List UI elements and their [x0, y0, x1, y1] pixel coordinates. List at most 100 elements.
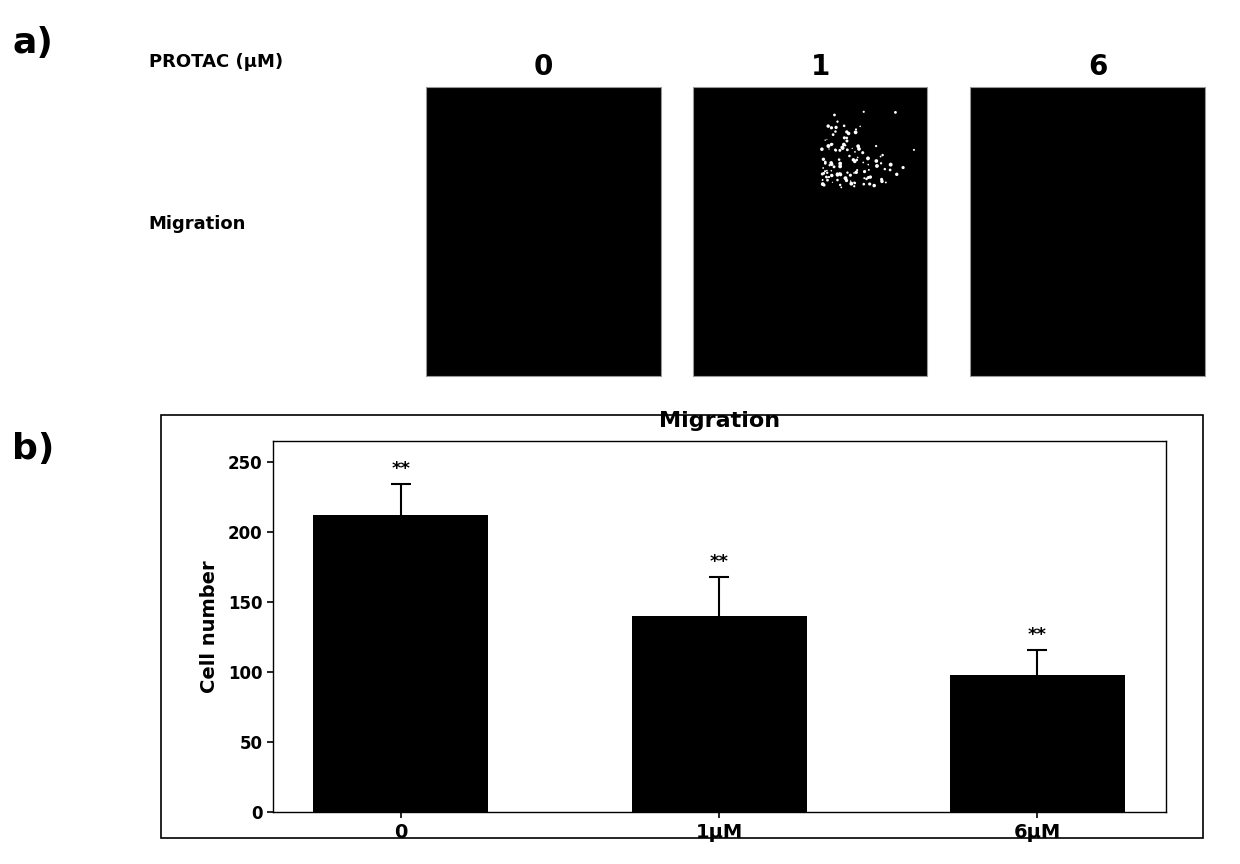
- Point: [816, 156, 836, 170]
- Point: [817, 163, 837, 177]
- Point: [857, 172, 877, 186]
- Text: a): a): [12, 26, 53, 60]
- Point: [826, 143, 846, 157]
- Bar: [314, 515, 489, 812]
- Point: [872, 175, 892, 188]
- Point: [838, 126, 858, 140]
- Point: [826, 124, 846, 138]
- Point: [880, 158, 900, 172]
- Text: 1: 1: [811, 53, 831, 80]
- Point: [831, 181, 851, 194]
- Point: [812, 167, 832, 181]
- Bar: [693, 86, 928, 376]
- Point: [837, 125, 857, 139]
- Point: [826, 143, 846, 157]
- Point: [831, 166, 851, 180]
- Point: [812, 143, 832, 156]
- Point: [833, 141, 853, 155]
- Point: [827, 167, 847, 181]
- Text: b): b): [12, 432, 55, 466]
- Point: [821, 164, 841, 178]
- Text: PROTAC (μM): PROTAC (μM): [149, 53, 283, 71]
- Point: [854, 165, 874, 179]
- Point: [872, 156, 892, 170]
- Point: [867, 139, 887, 153]
- Text: Migration: Migration: [149, 214, 247, 232]
- Point: [904, 143, 924, 156]
- Point: [854, 105, 874, 118]
- Point: [872, 173, 892, 187]
- Point: [853, 146, 873, 160]
- Point: [815, 164, 835, 178]
- Point: [880, 163, 900, 177]
- Point: [870, 149, 890, 163]
- Point: [836, 171, 856, 185]
- Point: [820, 170, 839, 184]
- Point: [820, 142, 839, 156]
- Bar: [970, 86, 1204, 376]
- Point: [831, 168, 851, 181]
- Point: [825, 108, 844, 122]
- Point: [816, 155, 836, 168]
- Point: [843, 153, 863, 167]
- Point: [859, 177, 879, 191]
- Point: [858, 151, 878, 165]
- Point: [864, 179, 884, 193]
- Point: [844, 180, 864, 194]
- Point: [858, 170, 878, 184]
- Point: [849, 142, 869, 156]
- Point: [854, 177, 874, 191]
- Point: [822, 121, 842, 135]
- Point: [893, 161, 913, 175]
- Point: [812, 173, 832, 187]
- Text: **: **: [392, 461, 410, 479]
- Point: [867, 154, 887, 168]
- Point: [827, 115, 847, 129]
- Point: [846, 125, 866, 139]
- Point: [816, 170, 836, 184]
- Point: [841, 168, 861, 182]
- Point: [837, 143, 857, 156]
- Point: [813, 177, 833, 191]
- Point: [835, 119, 854, 133]
- Bar: [427, 86, 661, 376]
- Point: [885, 105, 905, 119]
- Point: [813, 161, 833, 175]
- Point: [844, 176, 864, 190]
- Point: [839, 149, 859, 163]
- Point: [836, 138, 856, 152]
- Point: [817, 174, 837, 187]
- Point: [818, 119, 838, 133]
- Point: [820, 158, 839, 172]
- Text: 0: 0: [533, 53, 553, 80]
- Point: [853, 156, 873, 169]
- Point: [831, 178, 851, 192]
- Point: [827, 173, 847, 187]
- Point: [822, 137, 842, 151]
- Point: [835, 137, 854, 151]
- Point: [830, 143, 849, 157]
- Point: [832, 141, 852, 155]
- Point: [817, 166, 837, 180]
- Point: [854, 171, 874, 185]
- Point: [818, 139, 838, 153]
- Point: [844, 175, 864, 189]
- Point: [821, 156, 841, 169]
- Point: [822, 168, 842, 182]
- Point: [846, 145, 866, 159]
- Point: [815, 178, 835, 192]
- Point: [831, 156, 851, 170]
- Point: [841, 175, 861, 188]
- Point: [848, 139, 868, 153]
- Title: Migration: Migration: [658, 410, 780, 431]
- Point: [817, 132, 837, 146]
- Point: [842, 142, 862, 156]
- Point: [844, 155, 864, 168]
- Point: [844, 166, 864, 180]
- Point: [837, 131, 857, 145]
- Point: [830, 166, 849, 180]
- Point: [858, 157, 878, 171]
- Bar: [631, 616, 807, 812]
- Text: 6: 6: [1089, 53, 1107, 80]
- Point: [822, 175, 842, 189]
